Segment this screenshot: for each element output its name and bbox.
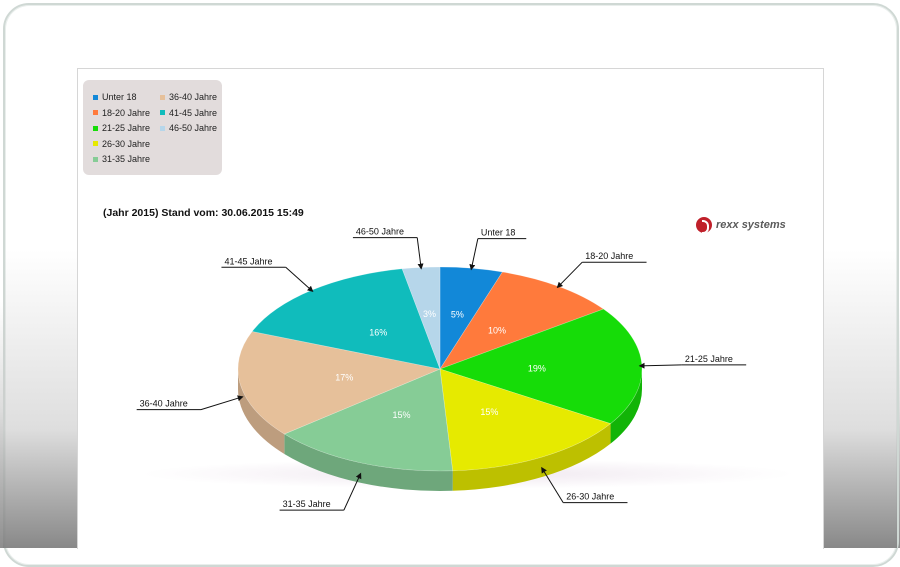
pie-side-walls: [238, 369, 642, 491]
legend-label: 36-40 Jahre: [169, 92, 218, 102]
legend-swatch: [160, 110, 165, 115]
legend-swatch: [93, 141, 98, 146]
pie-value-label: 16%: [369, 327, 387, 337]
pie-slice-side: [284, 434, 453, 491]
chart-title: (Jahr 2015) Stand vom: 30.06.2015 15:49: [103, 207, 304, 219]
legend-item: 26-30 Jahre: [93, 139, 150, 149]
legend-item: 46-50 Jahre: [160, 123, 217, 133]
rexx-logo-icon: [696, 217, 712, 234]
chart-legend: Unter 18 18-20 Jahre 21-25 Jahre 26-30 Jahr…: [83, 80, 222, 175]
pie-slice: [283, 368, 454, 472]
rexx-logo: rexx systems: [696, 217, 786, 234]
pie-value-label: 5%: [451, 310, 464, 320]
callout-arrow: [638, 362, 682, 369]
callout-label: 26-30 Jahre: [566, 492, 614, 502]
legend-swatch: [93, 125, 98, 131]
legend-item: 31-35 Jahre: [93, 154, 150, 164]
legend-item: 41-45 Jahre: [160, 108, 217, 118]
pie-value-label: 15%: [392, 410, 410, 420]
pie-slice: [237, 331, 442, 435]
legend-label: 31-35 Jahre: [102, 154, 151, 164]
legend-item: 21-25 Jahre: [93, 123, 150, 133]
legend-swatch: [93, 156, 98, 162]
callout-label: 46-50 Jahre: [356, 227, 404, 237]
legend-item: Unter 18: [93, 92, 137, 102]
callout-arrow: [200, 395, 244, 411]
legend-item: 18-20 Jahre: [93, 108, 150, 118]
callout-label: 18-20 Jahre: [585, 251, 633, 261]
pie-callouts: Unter 18 18-20 Jahre 21-25 Jahre 26-30 Jahr…: [136, 227, 747, 511]
legend-swatch: [160, 94, 165, 100]
callout-label: Unter 18: [481, 228, 516, 238]
report-screen: Unter 18 18-20 Jahre 21-25 Jahre 26-30 Jahr…: [77, 68, 824, 549]
legend-swatch: [93, 94, 98, 100]
legend-label: 26-30 Jahre: [102, 138, 151, 149]
pie-slice-side: [452, 423, 611, 491]
legend-label: 41-45 Jahre: [169, 107, 218, 118]
legend-label: 46-50 Jahre: [169, 123, 218, 133]
legend-item: 36-40 Jahre: [160, 92, 217, 102]
pie-slice-side: [610, 369, 642, 444]
legend-label: Unter 18: [102, 92, 137, 102]
pie-value-label: 19%: [528, 363, 546, 373]
pie-value-labels: 5% 10% 19% 15% 15% 17% 16% 3%: [335, 309, 546, 420]
pie-slice-side: [238, 369, 285, 455]
legend-swatch: [160, 125, 165, 131]
pie-value-label: 3%: [423, 309, 436, 319]
rexx-logo-text: rexx systems: [716, 219, 786, 231]
pie-value-label: 17%: [335, 373, 353, 383]
callout-arrow: [416, 237, 424, 270]
callout-arrow: [285, 266, 314, 292]
callout-arrow: [541, 466, 564, 503]
pie-value-label: 10%: [488, 325, 506, 335]
callout-label: 36-40 Jahre: [140, 399, 188, 409]
pie-top-faces: [237, 266, 643, 472]
callout-label: 21-25 Jahre: [685, 354, 733, 364]
pie-value-label: 15%: [480, 407, 498, 417]
legend-label: 18-20 Jahre: [102, 107, 151, 118]
callout-arrow: [343, 472, 362, 511]
callout-arrow: [469, 238, 479, 271]
legend-swatch: [93, 110, 98, 115]
legend-label: 21-25 Jahre: [102, 123, 151, 133]
pie-slice: [439, 368, 612, 472]
callout-arrow: [556, 261, 583, 289]
callout-label: 41-45 Jahre: [224, 256, 272, 266]
callout-label: 31-35 Jahre: [283, 499, 331, 509]
pie-chart: 5% 10% 19% 15% 15% 17% 16% 3% Unter 18 18-20 Jahr…: [136, 227, 747, 511]
